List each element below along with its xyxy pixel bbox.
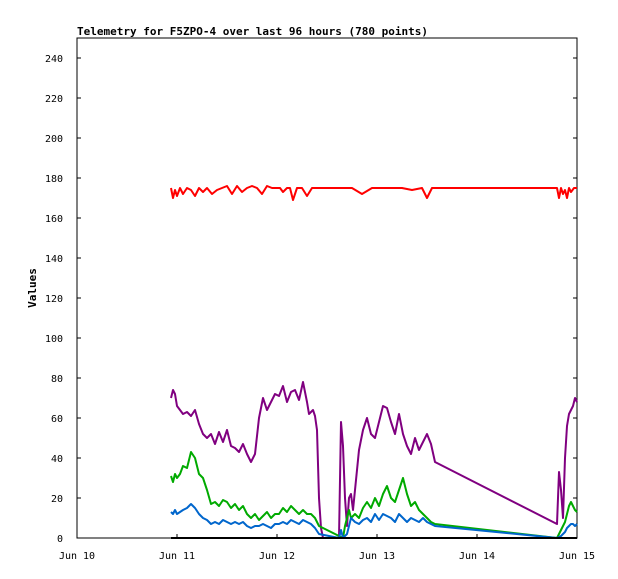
- plot-frame: [76, 37, 578, 539]
- chart-title: Telemetry for F5ZPO-4 over last 96 hours…: [77, 25, 428, 38]
- series-line-3: [170, 503, 578, 539]
- y-tick-label: 200: [45, 134, 63, 145]
- x-tick-label: Jun 10: [59, 551, 95, 562]
- y-tick-label: 0: [57, 534, 63, 545]
- y-tick-label: 20: [51, 494, 63, 505]
- x-tick-label: Jun 12: [259, 551, 295, 562]
- y-tick-label: 140: [45, 254, 63, 265]
- x-tick-label: Jun 15: [559, 551, 595, 562]
- y-axis: 0 20 40 60 80 100 120 140 160 180 200 220 240: [45, 54, 577, 545]
- y-tick-label: 100: [45, 334, 63, 345]
- series-layer: [170, 185, 578, 539]
- y-tick-label: 160: [45, 214, 63, 225]
- series-line-2: [170, 451, 578, 539]
- y-axis-label: Values: [26, 268, 39, 308]
- y-tick-label: 80: [51, 374, 63, 385]
- x-tick-label: Jun 13: [359, 551, 395, 562]
- y-tick-label: 180: [45, 174, 63, 185]
- y-tick-label: 40: [51, 454, 63, 465]
- series-line-0: [170, 185, 577, 201]
- y-tick-label: 220: [45, 94, 63, 105]
- y-tick-label: 240: [45, 54, 63, 65]
- y-tick-label: 120: [45, 294, 63, 305]
- x-tick-label: Jun 11: [159, 551, 195, 562]
- y-tick-label: 60: [51, 414, 63, 425]
- x-tick-label: Jun 14: [459, 551, 495, 562]
